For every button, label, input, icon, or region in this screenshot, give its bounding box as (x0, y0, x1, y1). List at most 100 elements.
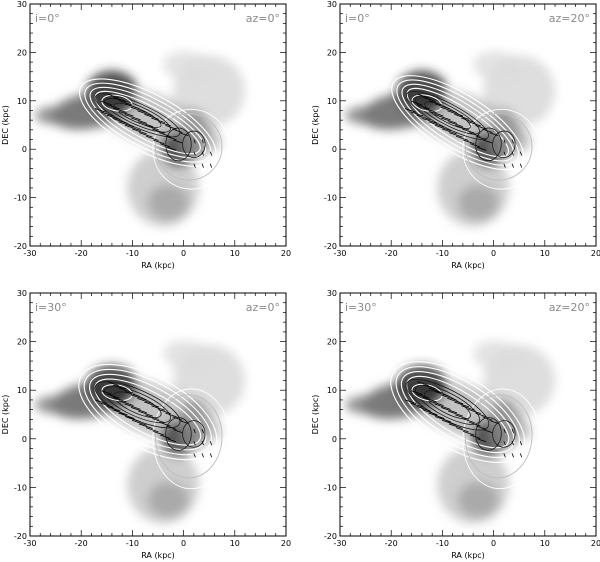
velocity-vector (124, 124, 141, 131)
velocity-vector (118, 412, 135, 419)
x-tick-label: -20 (75, 539, 88, 548)
velocity-vector (101, 100, 113, 106)
outer-contour (395, 366, 520, 459)
velocity-vector (511, 151, 514, 156)
inner-contour (113, 391, 162, 419)
velocity-vector (462, 418, 475, 424)
velocity-vector (94, 399, 107, 405)
velocity-vector (428, 412, 445, 419)
velocity-vector (137, 110, 154, 117)
x-tick-label: 20 (591, 539, 600, 548)
velocity-vector (503, 453, 506, 458)
velocity-vector (179, 132, 189, 137)
inclination-label: i=30° (345, 301, 377, 314)
velocity-vector (145, 135, 159, 141)
outer-contour (154, 394, 223, 479)
plot-frame (29, 292, 287, 537)
velocity-vector (113, 384, 126, 390)
velocity-vector (201, 151, 204, 156)
velocity-vector (511, 428, 514, 434)
velocity-vector (131, 407, 148, 414)
y-axis-title: DEC (kpc) (1, 395, 10, 435)
velocity-vector (503, 428, 506, 434)
velocity-vector (101, 390, 113, 395)
velocity-vector (193, 428, 196, 434)
northern-arm (473, 340, 525, 372)
velocity-vector (511, 163, 514, 168)
y-tick-label: 20 (17, 338, 27, 347)
x-tick-label: -10 (126, 539, 139, 548)
azimuth-label: az=0° (246, 301, 280, 314)
velocity-vector (209, 441, 213, 446)
outer-contour (396, 79, 520, 166)
tail-tip (345, 395, 387, 414)
gas-density-map (345, 340, 556, 524)
x-tick-label: 10 (540, 539, 550, 548)
y-tick-label: -10 (14, 483, 27, 492)
velocity-vector (118, 387, 133, 394)
velocity-vector (483, 429, 493, 434)
inner-contour (415, 96, 480, 135)
outer-contour (154, 113, 223, 181)
x-axis-title: RA (kpc) (141, 261, 175, 270)
velocity-vector (138, 121, 153, 127)
velocity-vector (159, 132, 171, 137)
velocity-vector (448, 423, 463, 429)
contours (391, 75, 541, 190)
velocity-vector (434, 124, 451, 131)
y-tick-label: -10 (324, 483, 337, 492)
northern-arm (163, 340, 215, 372)
velocity-vector (159, 421, 171, 427)
y-axis-title: DEC (kpc) (1, 105, 10, 145)
y-tick-label: 30 (327, 0, 337, 9)
velocity-vector (131, 128, 147, 135)
velocity-vector (470, 434, 481, 439)
velocity-vector (447, 110, 464, 117)
southern-lobe-core (457, 184, 499, 221)
outer-contour (462, 108, 541, 190)
x-tick-label: -30 (333, 539, 346, 548)
velocity-vector (475, 125, 487, 130)
outer-contour (406, 375, 510, 449)
plot-frame (339, 292, 597, 537)
velocity-vector (455, 414, 469, 420)
velocity-vector (144, 401, 160, 408)
contours (78, 78, 231, 190)
velocity-vector (112, 396, 127, 403)
velocity-vector (470, 143, 481, 148)
velocity-vector (422, 118, 438, 124)
eastern-knot (178, 398, 210, 450)
x-axis-title: RA (kpc) (451, 261, 485, 270)
velocity-vector (455, 135, 469, 141)
velocity-vector (144, 114, 160, 120)
outer-contour (400, 371, 515, 454)
y-tick-label: -20 (324, 242, 337, 251)
velocity-vector (106, 406, 121, 412)
tail-tip (345, 106, 387, 125)
velocity-vector (153, 430, 165, 436)
velocity-vector (172, 416, 183, 421)
velocity-vector (422, 409, 438, 416)
outer-contour (390, 361, 526, 463)
outer-contour (401, 83, 515, 162)
x-axis-title: RA (kpc) (451, 551, 485, 560)
eastern-knot (178, 109, 210, 161)
plot-area (345, 51, 556, 227)
velocity-vector (107, 381, 119, 386)
y-tick-label: -20 (14, 532, 27, 541)
velocity-vector (489, 132, 499, 137)
velocity-vector (441, 419, 457, 426)
velocity-vector (441, 128, 457, 135)
y-tick-label: 0 (22, 145, 27, 154)
velocity-vector (160, 434, 171, 439)
velocity-vector (165, 412, 177, 418)
tail-tip (35, 395, 77, 414)
velocity-vector (404, 108, 417, 113)
y-tick-label: 10 (327, 386, 337, 395)
x-tick-label: 10 (230, 249, 240, 258)
y-tick-label: 20 (327, 48, 337, 57)
